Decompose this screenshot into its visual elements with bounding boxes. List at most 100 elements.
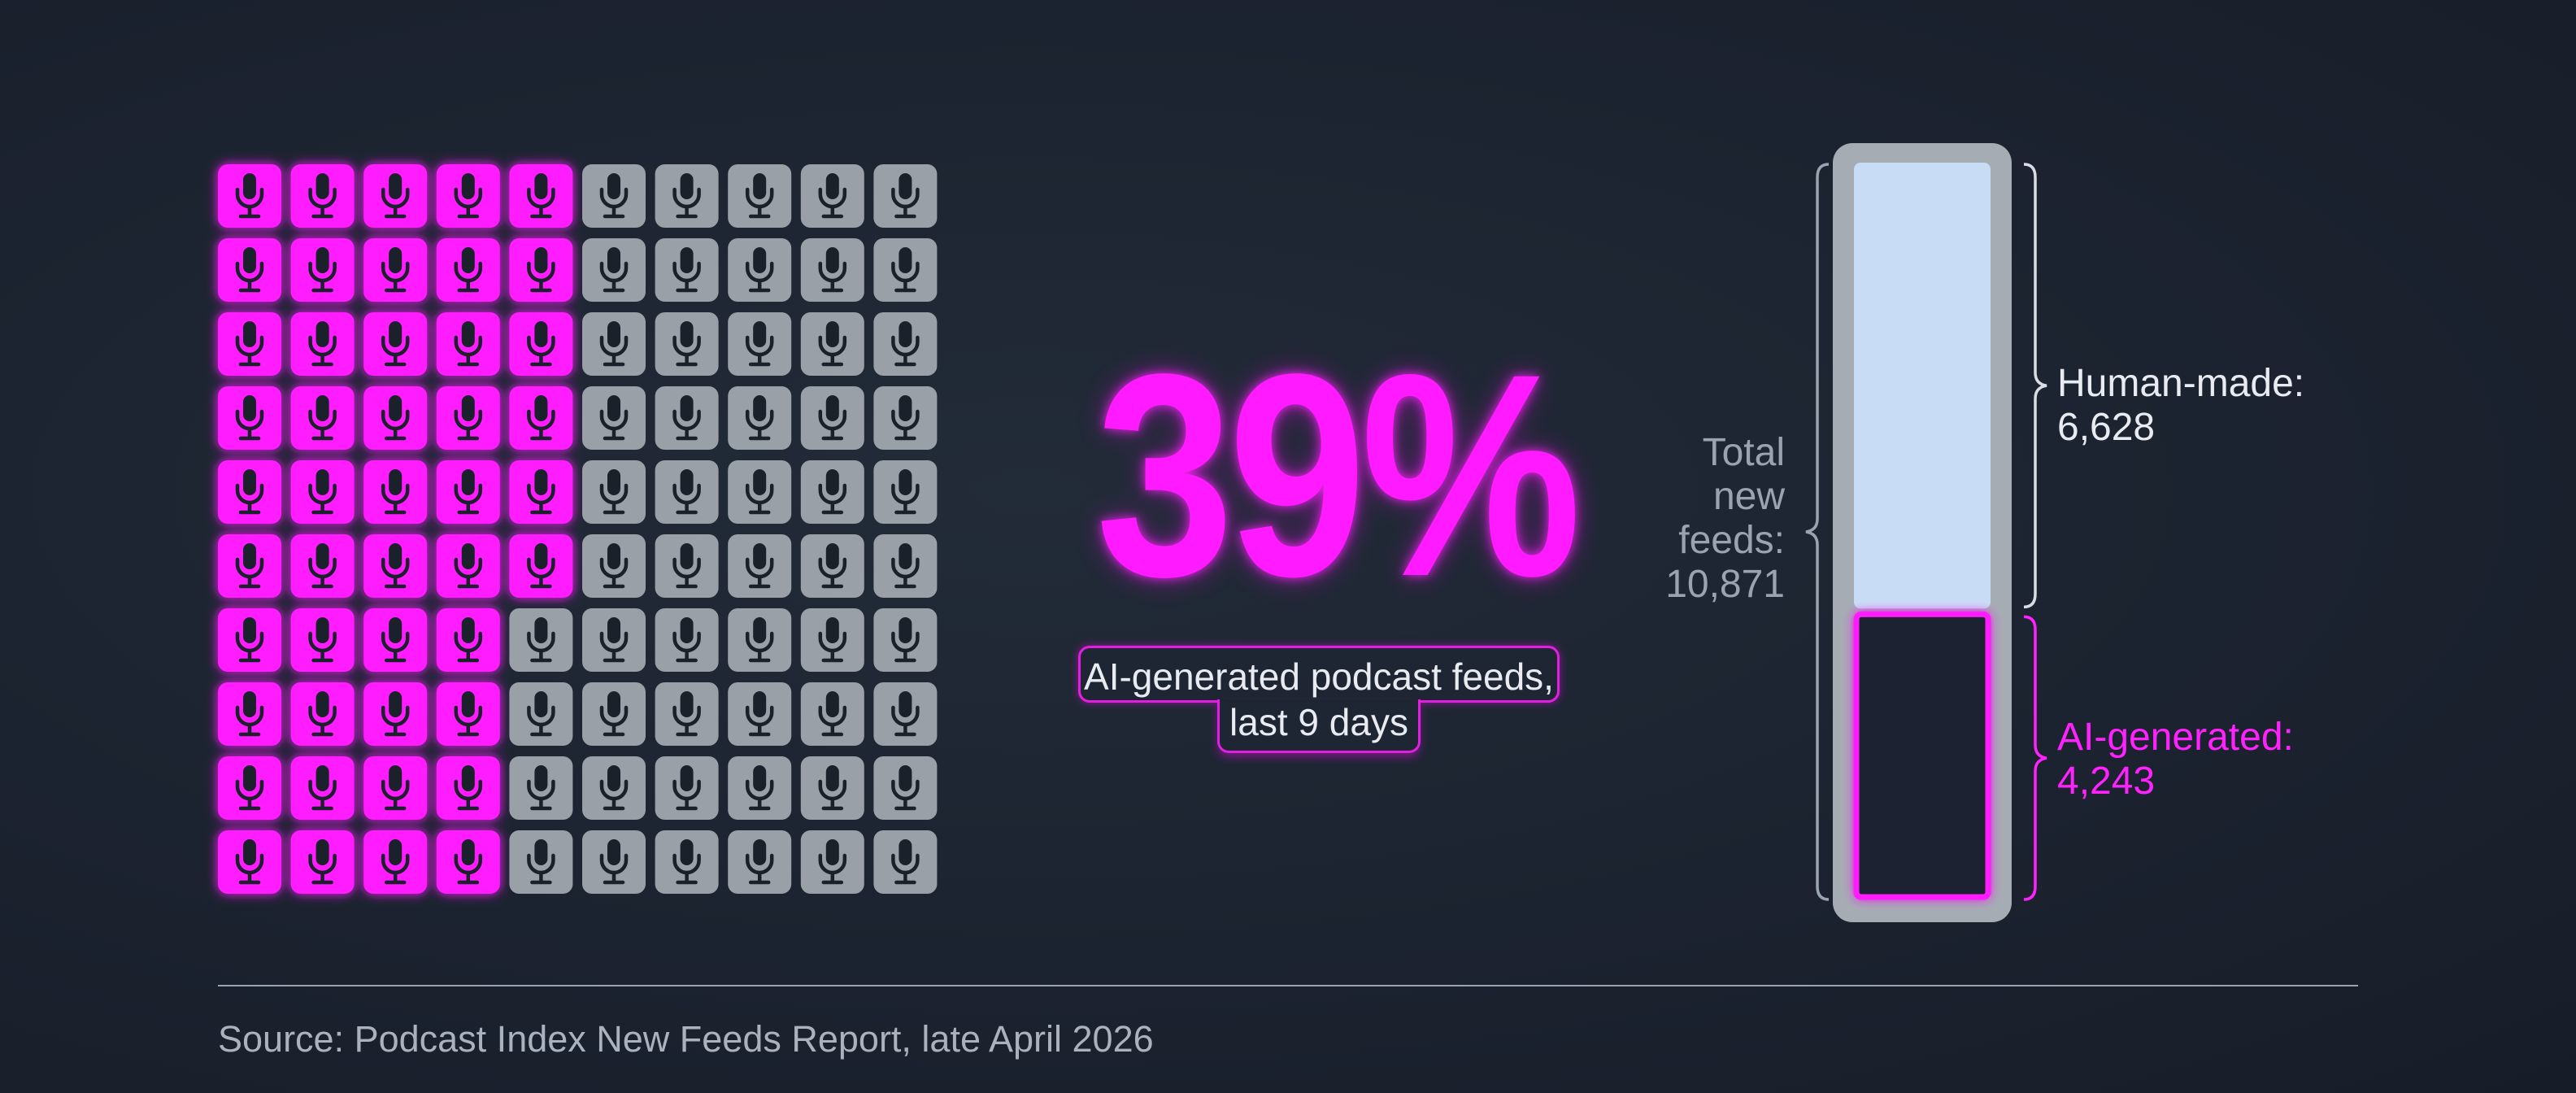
- ai-brace: [2023, 615, 2047, 901]
- microphone-icon: [818, 247, 847, 293]
- bar-segment-human: [1854, 163, 1991, 609]
- waffle-cell: [873, 608, 938, 672]
- waffle-cell: [290, 312, 355, 376]
- waffle-cell: [509, 830, 573, 894]
- waffle-cell: [509, 312, 573, 376]
- waffle-cell: [800, 386, 864, 450]
- microphone-icon: [235, 839, 264, 885]
- microphone-icon: [235, 469, 264, 515]
- waffle-cell: [728, 608, 792, 672]
- microphone-icon: [381, 469, 410, 515]
- waffle-cell: [800, 830, 864, 894]
- microphone-icon: [818, 173, 847, 219]
- waffle-cell: [800, 460, 864, 524]
- microphone-icon: [235, 395, 264, 441]
- microphone-icon: [891, 469, 920, 515]
- microphone-icon: [381, 839, 410, 885]
- waffle-cell: [800, 164, 864, 228]
- microphone-icon: [599, 247, 629, 293]
- waffle-cell: [728, 386, 792, 450]
- waffle-cell: [436, 238, 500, 302]
- waffle-cell: [728, 238, 792, 302]
- microphone-icon: [308, 617, 337, 663]
- microphone-icon: [672, 247, 701, 293]
- microphone-icon: [745, 247, 774, 293]
- waffle-cell: [218, 756, 281, 820]
- microphone-icon: [672, 691, 701, 737]
- waffle-cell: [363, 164, 428, 228]
- waffle-cell: [290, 830, 355, 894]
- waffle-cell: [363, 534, 428, 598]
- microphone-icon: [599, 617, 629, 663]
- microphone-icon: [672, 839, 701, 885]
- microphone-icon: [599, 395, 629, 441]
- waffle-cell: [363, 830, 428, 894]
- waffle-cell: [436, 386, 500, 450]
- waffle-cell: [509, 756, 573, 820]
- waffle-cell: [873, 830, 938, 894]
- waffle-cell: [728, 534, 792, 598]
- total-label-line1: Total: [1702, 431, 1785, 474]
- microphone-icon: [527, 173, 555, 219]
- waffle-cell: [873, 164, 938, 228]
- waffle-cell: [655, 682, 719, 746]
- waffle-cell: [655, 534, 719, 598]
- microphone-icon: [891, 395, 920, 441]
- microphone-icon: [454, 765, 483, 811]
- microphone-icon: [599, 543, 629, 589]
- microphone-icon: [308, 173, 337, 219]
- waffle-cell: [218, 164, 281, 228]
- waffle-cell: [873, 238, 938, 302]
- waffle-cell: [728, 830, 792, 894]
- microphone-icon: [308, 395, 337, 441]
- waffle-cell: [218, 608, 281, 672]
- microphone-icon: [381, 173, 410, 219]
- microphone-icon: [235, 617, 264, 663]
- microphone-icon: [235, 321, 264, 367]
- microphone-icon: [745, 395, 774, 441]
- microphone-icon: [527, 247, 555, 293]
- waffle-cell: [582, 608, 646, 672]
- microphone-icon: [527, 543, 555, 589]
- waffle-cell: [218, 238, 281, 302]
- microphone-icon: [891, 617, 920, 663]
- microphone-icon: [891, 247, 920, 293]
- microphone-icon: [599, 839, 629, 885]
- waffle-cell: [436, 682, 500, 746]
- microphone-icon: [308, 839, 337, 885]
- human-value: 6,628: [2057, 406, 2156, 449]
- waffle-cell: [218, 386, 281, 450]
- waffle-cell: [218, 460, 281, 524]
- microphone-icon: [745, 765, 774, 811]
- waffle-cell: [655, 386, 719, 450]
- microphone-icon: [745, 321, 774, 367]
- microphone-icon: [235, 691, 264, 737]
- microphone-icon: [891, 173, 920, 219]
- waffle-cell: [873, 756, 938, 820]
- microphone-icon: [454, 617, 483, 663]
- waffle-cell: [728, 460, 792, 524]
- microphone-icon: [818, 839, 847, 885]
- microphone-icon: [381, 765, 410, 811]
- total-label-line2: new: [1712, 475, 1785, 518]
- microphone-icon: [672, 321, 701, 367]
- waffle-cell: [363, 608, 428, 672]
- microphone-icon: [891, 765, 920, 811]
- microphone-icon: [818, 691, 847, 737]
- microphone-icon: [672, 469, 701, 515]
- divider: [218, 985, 2358, 986]
- microphone-icon: [308, 321, 337, 367]
- microphone-icon: [818, 469, 847, 515]
- microphone-icon: [672, 395, 701, 441]
- waffle-cell: [728, 682, 792, 746]
- microphone-icon: [745, 691, 774, 737]
- waffle-cell: [655, 164, 719, 228]
- microphone-icon: [381, 691, 410, 737]
- waffle-cell: [436, 534, 500, 598]
- waffle-cell: [363, 460, 428, 524]
- ai-label-text: AI-generated:: [2057, 716, 2294, 759]
- microphone-icon: [454, 247, 483, 293]
- microphone-icon: [672, 173, 701, 219]
- waffle-cell: [436, 830, 500, 894]
